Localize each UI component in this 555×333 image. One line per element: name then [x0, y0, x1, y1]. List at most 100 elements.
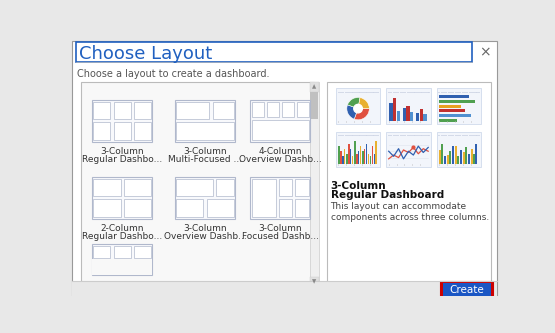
Bar: [386, 89, 431, 124]
Text: Regular Dashboard: Regular Dashboard: [331, 190, 444, 200]
Bar: [336, 89, 380, 124]
Bar: [213, 102, 234, 119]
Bar: [93, 199, 120, 217]
Bar: [175, 100, 235, 142]
Bar: [250, 177, 310, 218]
Bar: [114, 122, 130, 140]
Bar: [460, 150, 462, 164]
Bar: [310, 82, 319, 286]
Bar: [410, 112, 413, 121]
Bar: [439, 119, 457, 122]
Bar: [251, 102, 264, 117]
Bar: [92, 177, 152, 218]
Bar: [439, 105, 461, 108]
Bar: [81, 82, 314, 286]
Bar: [297, 102, 309, 117]
Text: Regular Dashbo...: Regular Dashbo...: [82, 155, 162, 164]
Bar: [295, 178, 309, 196]
Text: Focused Dashb...: Focused Dashb...: [241, 232, 319, 241]
Bar: [443, 283, 491, 297]
Bar: [439, 150, 441, 164]
Bar: [441, 282, 492, 299]
Bar: [455, 146, 457, 164]
Bar: [266, 102, 279, 117]
Bar: [362, 151, 364, 164]
Bar: [310, 277, 319, 286]
Bar: [206, 199, 234, 217]
Bar: [92, 244, 152, 275]
Bar: [437, 89, 481, 124]
Text: Create: Create: [450, 285, 485, 295]
Bar: [327, 82, 491, 286]
Bar: [467, 154, 470, 164]
Bar: [176, 102, 209, 119]
Bar: [386, 132, 431, 167]
Bar: [375, 141, 377, 164]
Bar: [176, 122, 234, 140]
Wedge shape: [347, 98, 360, 109]
Text: 2-Column: 2-Column: [100, 224, 144, 233]
Text: 3-Column: 3-Column: [259, 224, 302, 233]
Bar: [124, 199, 151, 217]
Bar: [463, 153, 465, 164]
Bar: [390, 103, 392, 121]
Bar: [366, 144, 367, 164]
Text: Choose Layout: Choose Layout: [79, 45, 213, 63]
Bar: [134, 245, 151, 258]
Bar: [374, 154, 375, 164]
Bar: [447, 155, 449, 164]
Bar: [251, 178, 276, 217]
Bar: [339, 146, 340, 164]
Bar: [352, 156, 354, 164]
Bar: [93, 178, 120, 196]
Circle shape: [354, 104, 362, 113]
Bar: [336, 132, 380, 167]
Bar: [250, 100, 310, 142]
Bar: [93, 122, 110, 140]
Bar: [354, 141, 356, 164]
Bar: [310, 92, 318, 119]
Text: 3-Column: 3-Column: [100, 147, 144, 156]
Bar: [175, 177, 235, 218]
Bar: [72, 281, 497, 296]
Bar: [346, 154, 348, 164]
Bar: [416, 113, 419, 121]
Text: Overview Dashb...: Overview Dashb...: [164, 232, 246, 241]
Text: 4-Column: 4-Column: [259, 147, 302, 156]
Bar: [92, 259, 152, 275]
Bar: [360, 146, 361, 164]
Text: Multi-Focused ...: Multi-Focused ...: [168, 155, 242, 164]
Text: 3-Column: 3-Column: [183, 224, 227, 233]
Bar: [114, 245, 130, 258]
Bar: [439, 114, 471, 117]
Bar: [340, 151, 342, 164]
Bar: [397, 111, 400, 121]
Bar: [406, 106, 410, 121]
Text: ×: ×: [479, 45, 491, 59]
Bar: [342, 156, 344, 164]
Bar: [437, 132, 481, 167]
Bar: [114, 102, 130, 119]
Bar: [370, 156, 371, 164]
Bar: [134, 102, 151, 119]
Text: Overview Dashb...: Overview Dashb...: [239, 155, 321, 164]
Bar: [93, 245, 110, 258]
Bar: [282, 102, 294, 117]
Text: Regular Dashbo...: Regular Dashbo...: [82, 232, 162, 241]
Bar: [124, 178, 151, 196]
Bar: [356, 154, 357, 164]
Text: 3-Column: 3-Column: [183, 147, 227, 156]
Bar: [348, 144, 350, 164]
Bar: [402, 108, 406, 121]
Bar: [350, 149, 351, 164]
Bar: [134, 122, 151, 140]
Bar: [279, 178, 292, 196]
Bar: [251, 120, 309, 140]
Bar: [441, 144, 443, 164]
Bar: [134, 261, 151, 273]
Bar: [367, 154, 369, 164]
Bar: [439, 100, 475, 103]
Wedge shape: [354, 109, 369, 120]
Bar: [358, 151, 359, 164]
Text: ▼: ▼: [312, 279, 316, 284]
